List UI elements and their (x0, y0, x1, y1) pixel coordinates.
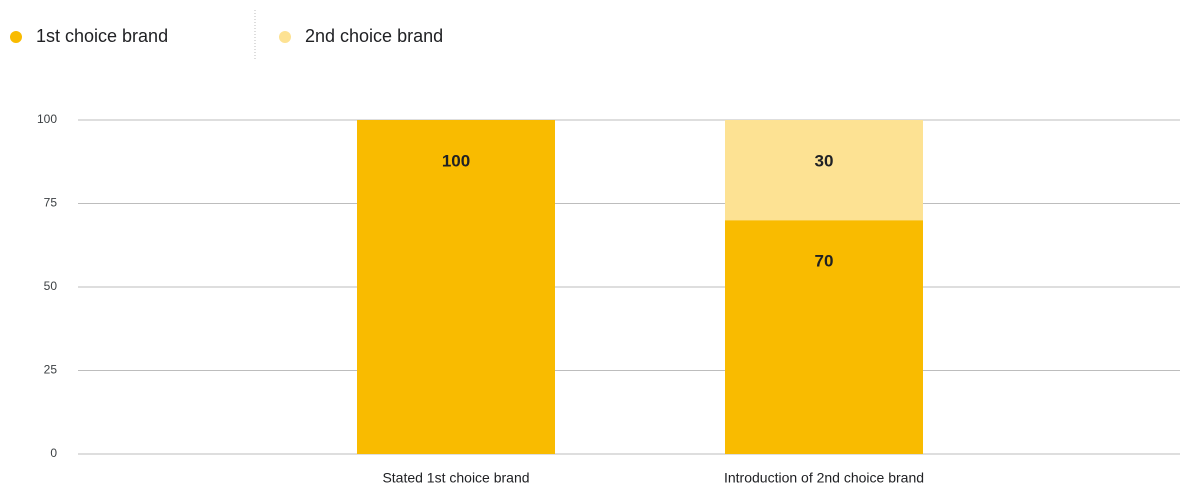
y-tick-label: 0 (50, 446, 57, 460)
legend-swatch (279, 31, 291, 43)
x-tick-label: Introduction of 2nd choice brand (724, 470, 924, 486)
legend-label: 2nd choice brand (305, 26, 443, 46)
y-tick-label: 50 (44, 279, 58, 293)
bar-segment (725, 220, 923, 454)
legend-swatch (10, 31, 22, 43)
y-tick-label: 100 (37, 112, 57, 126)
x-tick-label: Stated 1st choice brand (382, 470, 529, 486)
legend-label: 1st choice brand (36, 26, 168, 46)
data-label: 70 (815, 252, 834, 271)
y-tick-label: 75 (44, 196, 58, 210)
data-label: 100 (442, 151, 470, 170)
data-label: 30 (815, 151, 834, 170)
bar-segment (725, 120, 923, 221)
bar-segment (357, 120, 555, 454)
y-tick-label: 25 (44, 363, 58, 377)
